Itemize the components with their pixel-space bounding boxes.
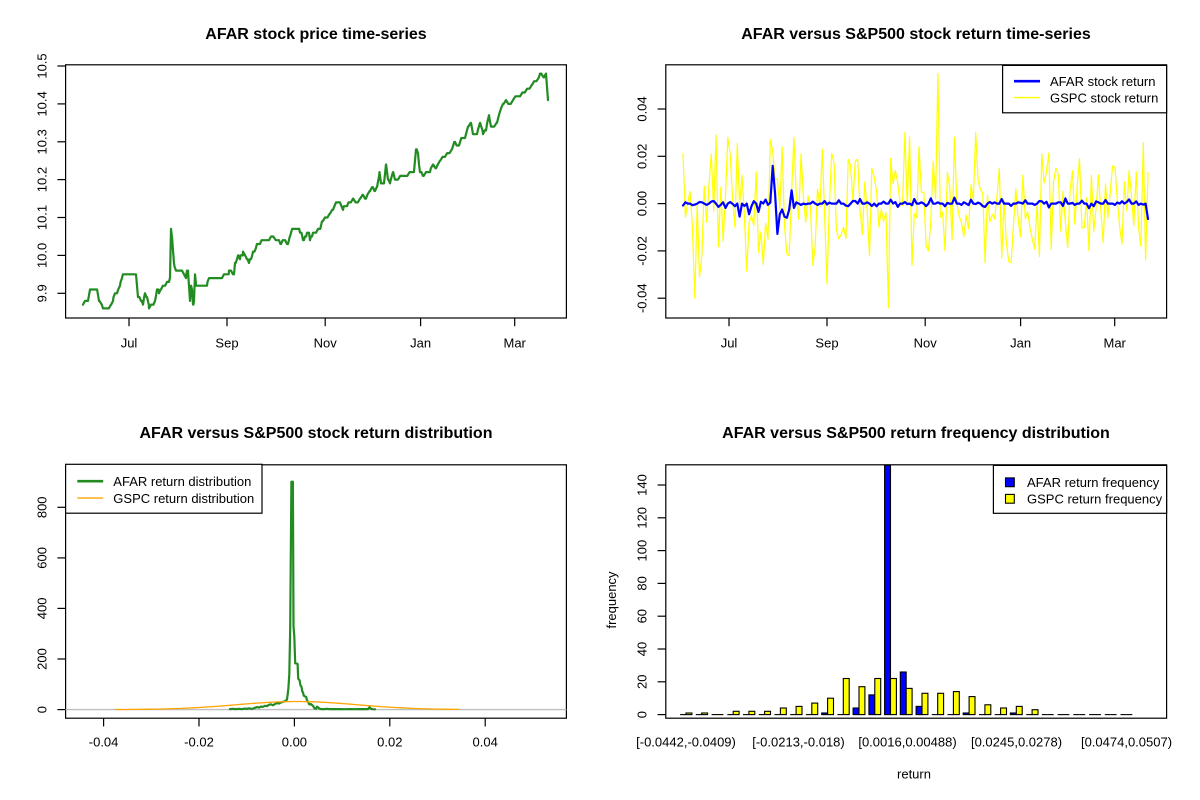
- svg-text:Jan: Jan: [1010, 336, 1031, 351]
- svg-text:40: 40: [635, 642, 650, 656]
- svg-text:200: 200: [35, 648, 50, 670]
- svg-text:[-0.0213,-0.018): [-0.0213,-0.018): [752, 735, 845, 750]
- svg-text:[0.0245,0.0278): [0.0245,0.0278): [971, 735, 1062, 750]
- svg-text:Jan: Jan: [410, 336, 431, 351]
- svg-text:0.04: 0.04: [635, 96, 650, 121]
- svg-text:0.04: 0.04: [473, 735, 498, 750]
- svg-text:AFAR versus S&P500 stock retur: AFAR versus S&P500 stock return time-ser…: [741, 26, 1091, 43]
- svg-text:0.02: 0.02: [377, 735, 402, 750]
- svg-text:100: 100: [635, 540, 650, 562]
- svg-text:600: 600: [35, 547, 50, 569]
- svg-text:return: return: [897, 767, 931, 782]
- svg-text:0.02: 0.02: [635, 144, 650, 169]
- svg-text:10.4: 10.4: [35, 91, 50, 116]
- svg-text:0.00: 0.00: [635, 191, 650, 216]
- svg-text:-0.02: -0.02: [635, 236, 650, 266]
- svg-text:60: 60: [635, 609, 650, 623]
- svg-text:[0.0474,0.0507): [0.0474,0.0507): [1081, 735, 1172, 750]
- svg-text:GSPC return distribution: GSPC return distribution: [113, 491, 254, 506]
- svg-text:GSPC stock return: GSPC stock return: [1050, 90, 1158, 105]
- svg-text:-0.04: -0.04: [635, 283, 650, 313]
- svg-text:0.00: 0.00: [282, 735, 307, 750]
- svg-text:Nov: Nov: [314, 336, 338, 351]
- svg-text:AFAR stock return: AFAR stock return: [1050, 74, 1155, 89]
- svg-text:20: 20: [635, 675, 650, 689]
- svg-text:-0.02: -0.02: [184, 735, 214, 750]
- svg-text:Mar: Mar: [1104, 336, 1127, 351]
- svg-text:9.9: 9.9: [35, 284, 50, 302]
- svg-text:0: 0: [35, 706, 50, 713]
- svg-text:AFAR stock price time-series: AFAR stock price time-series: [205, 26, 427, 43]
- svg-text:Sep: Sep: [815, 336, 838, 351]
- svg-text:AFAR versus S&P500 stock retur: AFAR versus S&P500 stock return distribu…: [140, 425, 493, 442]
- svg-text:Mar: Mar: [504, 336, 527, 351]
- svg-text:Nov: Nov: [914, 336, 938, 351]
- svg-text:GSPC return frequency: GSPC return frequency: [1027, 491, 1163, 506]
- svg-text:120: 120: [635, 507, 650, 529]
- svg-text:[-0.0442,-0.0409): [-0.0442,-0.0409): [636, 735, 736, 750]
- svg-text:-0.04: -0.04: [89, 735, 119, 750]
- svg-text:400: 400: [35, 598, 50, 620]
- svg-text:frequency: frequency: [604, 571, 619, 629]
- svg-text:10.5: 10.5: [35, 53, 50, 78]
- svg-text:10.3: 10.3: [35, 129, 50, 154]
- svg-text:10.1: 10.1: [35, 205, 50, 230]
- svg-text:80: 80: [635, 576, 650, 590]
- svg-text:0: 0: [635, 711, 650, 718]
- svg-text:[0.0016,0.00488): [0.0016,0.00488): [858, 735, 956, 750]
- svg-text:10.2: 10.2: [35, 167, 50, 192]
- svg-text:10.0: 10.0: [35, 243, 50, 268]
- svg-text:140: 140: [635, 474, 650, 496]
- svg-text:AFAR return distribution: AFAR return distribution: [113, 474, 251, 489]
- svg-text:Sep: Sep: [215, 336, 238, 351]
- svg-text:AFAR versus S&P500 return freq: AFAR versus S&P500 return frequency dist…: [722, 425, 1110, 442]
- svg-text:Jul: Jul: [721, 336, 738, 351]
- svg-text:AFAR return frequency: AFAR return frequency: [1027, 475, 1160, 490]
- svg-text:Jul: Jul: [121, 336, 138, 351]
- svg-text:800: 800: [35, 496, 50, 518]
